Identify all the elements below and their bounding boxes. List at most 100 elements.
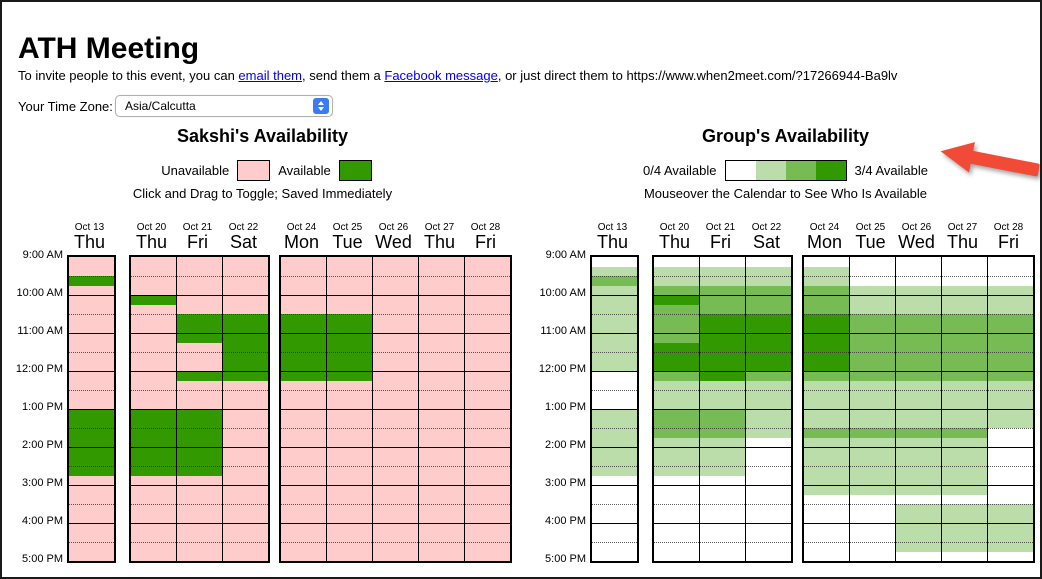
group-time-slot[interactable] <box>850 485 895 495</box>
group-time-slot[interactable] <box>988 437 1033 447</box>
group-time-slot[interactable] <box>896 380 941 390</box>
group-time-slot[interactable] <box>654 409 699 419</box>
select-stepper-icon[interactable] <box>313 98 329 114</box>
group-time-slot[interactable] <box>896 523 941 533</box>
group-time-slot[interactable] <box>654 266 699 276</box>
personal-time-slot[interactable] <box>373 399 418 409</box>
group-time-slot[interactable] <box>804 542 849 552</box>
personal-time-slot[interactable] <box>131 257 176 267</box>
group-time-slot[interactable] <box>850 399 895 409</box>
personal-time-slot[interactable] <box>419 342 464 352</box>
personal-time-slot[interactable] <box>131 323 176 333</box>
group-time-slot[interactable] <box>896 494 941 504</box>
personal-time-slot[interactable] <box>327 504 372 514</box>
personal-time-slot[interactable] <box>69 295 114 305</box>
group-time-slot[interactable] <box>654 276 699 286</box>
personal-time-slot[interactable] <box>131 456 176 466</box>
personal-time-slot[interactable] <box>465 304 510 314</box>
personal-time-slot[interactable] <box>281 333 326 343</box>
personal-time-slot[interactable] <box>465 276 510 286</box>
group-time-slot[interactable] <box>804 361 849 371</box>
personal-time-slot[interactable] <box>327 380 372 390</box>
group-time-slot[interactable] <box>988 428 1033 438</box>
group-time-slot[interactable] <box>850 361 895 371</box>
personal-time-slot[interactable] <box>327 513 372 523</box>
group-time-slot[interactable] <box>746 276 791 286</box>
group-time-slot[interactable] <box>746 257 791 267</box>
personal-time-slot[interactable] <box>281 304 326 314</box>
group-time-slot[interactable] <box>654 399 699 409</box>
group-time-slot[interactable] <box>804 532 849 542</box>
group-time-slot[interactable] <box>700 485 745 495</box>
personal-time-slot[interactable] <box>281 542 326 552</box>
personal-time-slot[interactable] <box>223 418 268 428</box>
personal-time-slot[interactable] <box>281 409 326 419</box>
group-time-slot[interactable] <box>592 333 637 343</box>
personal-time-slot[interactable] <box>281 323 326 333</box>
group-time-slot[interactable] <box>896 333 941 343</box>
personal-time-slot[interactable] <box>281 380 326 390</box>
group-time-slot[interactable] <box>942 542 987 552</box>
group-time-slot[interactable] <box>804 304 849 314</box>
group-time-slot[interactable] <box>700 542 745 552</box>
personal-time-slot[interactable] <box>327 551 372 561</box>
personal-time-slot[interactable] <box>373 342 418 352</box>
group-time-slot[interactable] <box>896 532 941 542</box>
group-time-slot[interactable] <box>700 304 745 314</box>
group-time-slot[interactable] <box>592 380 637 390</box>
group-time-slot[interactable] <box>942 475 987 485</box>
group-time-slot[interactable] <box>746 447 791 457</box>
group-time-slot[interactable] <box>592 371 637 381</box>
personal-time-slot[interactable] <box>223 428 268 438</box>
group-time-slot[interactable] <box>850 352 895 362</box>
personal-time-slot[interactable] <box>131 295 176 305</box>
group-time-slot[interactable] <box>592 257 637 267</box>
personal-time-slot[interactable] <box>327 295 372 305</box>
group-time-slot[interactable] <box>700 523 745 533</box>
personal-time-slot[interactable] <box>373 352 418 362</box>
personal-time-slot[interactable] <box>69 466 114 476</box>
personal-time-slot[interactable] <box>223 409 268 419</box>
group-time-slot[interactable] <box>654 371 699 381</box>
group-time-slot[interactable] <box>592 466 637 476</box>
group-time-slot[interactable] <box>850 333 895 343</box>
personal-time-slot[interactable] <box>373 447 418 457</box>
group-time-slot[interactable] <box>592 532 637 542</box>
group-time-slot[interactable] <box>942 257 987 267</box>
group-time-slot[interactable] <box>654 475 699 485</box>
group-time-slot[interactable] <box>654 342 699 352</box>
personal-time-slot[interactable] <box>131 314 176 324</box>
personal-time-slot[interactable] <box>327 276 372 286</box>
group-time-slot[interactable] <box>592 504 637 514</box>
personal-time-slot[interactable] <box>131 494 176 504</box>
group-time-slot[interactable] <box>804 504 849 514</box>
group-time-slot[interactable] <box>942 371 987 381</box>
group-time-slot[interactable] <box>804 380 849 390</box>
group-time-slot[interactable] <box>896 361 941 371</box>
group-time-slot[interactable] <box>988 513 1033 523</box>
group-time-slot[interactable] <box>942 456 987 466</box>
group-time-slot[interactable] <box>988 314 1033 324</box>
group-time-slot[interactable] <box>896 342 941 352</box>
group-time-slot[interactable] <box>804 418 849 428</box>
group-time-slot[interactable] <box>850 418 895 428</box>
personal-time-slot[interactable] <box>373 532 418 542</box>
personal-time-slot[interactable] <box>419 437 464 447</box>
group-time-slot[interactable] <box>654 295 699 305</box>
personal-time-slot[interactable] <box>281 532 326 542</box>
group-time-slot[interactable] <box>896 314 941 324</box>
personal-time-slot[interactable] <box>281 352 326 362</box>
group-time-slot[interactable] <box>988 266 1033 276</box>
personal-time-slot[interactable] <box>281 428 326 438</box>
personal-time-slot[interactable] <box>281 342 326 352</box>
group-time-slot[interactable] <box>746 466 791 476</box>
group-time-slot[interactable] <box>804 437 849 447</box>
personal-time-slot[interactable] <box>465 352 510 362</box>
group-time-slot[interactable] <box>942 304 987 314</box>
group-time-slot[interactable] <box>988 342 1033 352</box>
personal-time-slot[interactable] <box>419 352 464 362</box>
group-time-slot[interactable] <box>746 542 791 552</box>
personal-time-slot[interactable] <box>465 295 510 305</box>
group-time-slot[interactable] <box>942 266 987 276</box>
personal-time-slot[interactable] <box>465 456 510 466</box>
